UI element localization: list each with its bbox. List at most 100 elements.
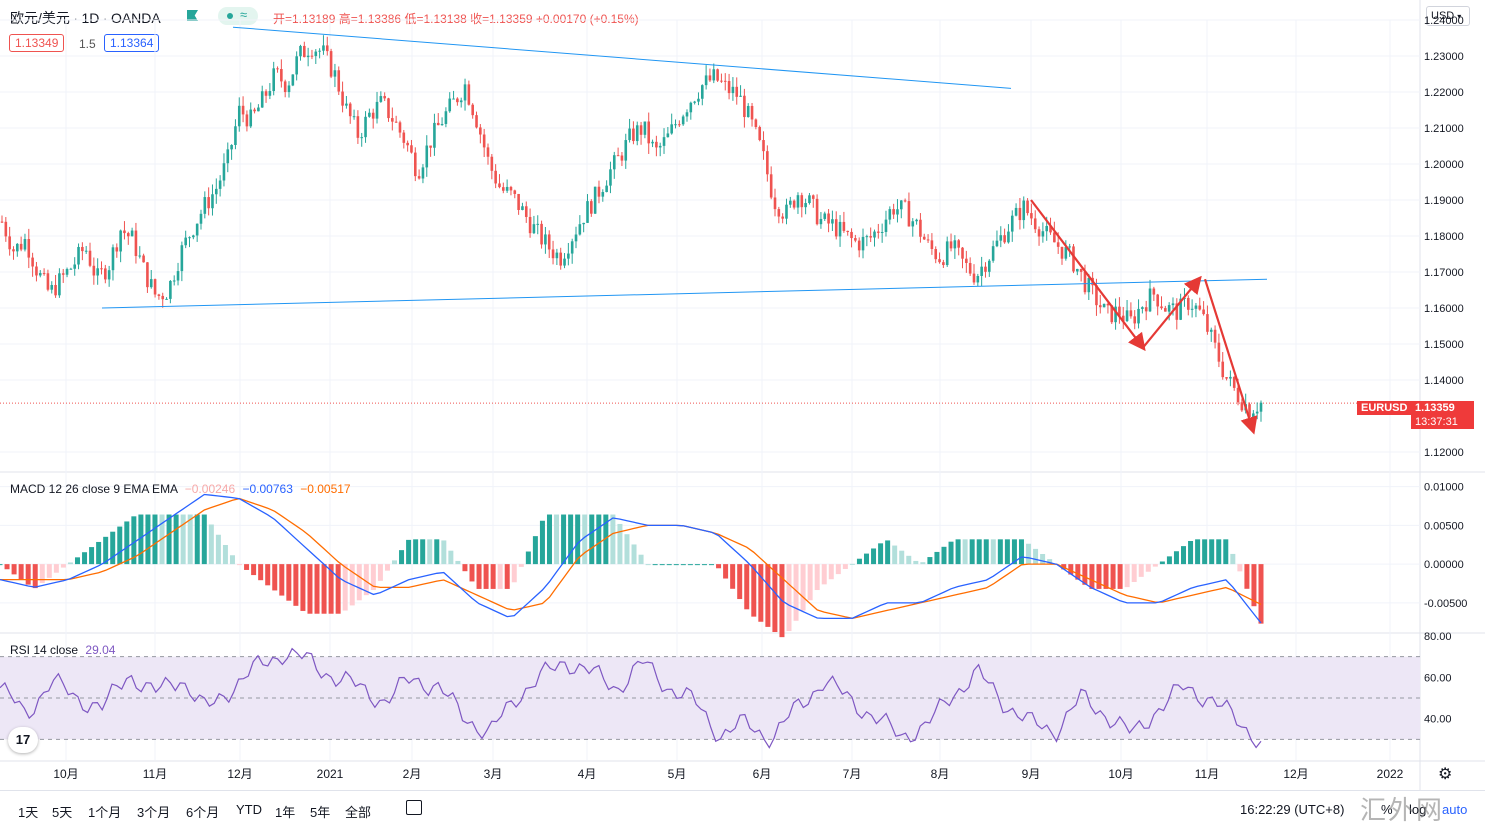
candle (264, 91, 268, 96)
macd-title[interactable]: MACD 12 26 close 9 EMA EMA (10, 482, 178, 496)
price-tick-label: 1.21000 (1424, 123, 1464, 135)
percent-scale-button[interactable]: % (1381, 802, 1393, 817)
currency-label: USD (1431, 10, 1455, 22)
candle (280, 69, 283, 82)
price-tick-label: 1.15000 (1424, 339, 1464, 351)
macd-histogram-bar (518, 564, 524, 567)
tradingview-logo[interactable]: 17 (8, 727, 38, 753)
candle (207, 197, 210, 209)
range-button[interactable]: 6个月 (186, 805, 220, 820)
candle (785, 204, 788, 219)
candle (750, 105, 754, 120)
candle (1060, 246, 1064, 259)
candle (942, 262, 945, 266)
candle (1018, 207, 1022, 221)
candle (727, 81, 731, 94)
candle (586, 201, 589, 223)
candle (838, 221, 842, 237)
auto-scale-button[interactable]: auto (1442, 802, 1468, 817)
time-tick-label: 5月 (668, 767, 687, 781)
macd-tick-label: 0.00000 (1424, 559, 1464, 571)
bid-price[interactable]: 1.13349 (9, 34, 65, 52)
macd-histogram-bar (314, 564, 320, 614)
macd-histogram-bar (82, 552, 88, 565)
calendar-range-icon[interactable] (406, 800, 422, 815)
time-tick-label: 7月 (843, 767, 862, 781)
time-tick-label: 6月 (753, 767, 772, 781)
candle (708, 75, 712, 81)
range-button[interactable]: 3个月 (137, 805, 171, 820)
candle (1045, 225, 1049, 232)
macd-histogram-bar (1110, 564, 1116, 589)
candle (287, 85, 291, 93)
candle (38, 273, 42, 276)
candle (459, 100, 463, 103)
macd-histogram-bar (821, 564, 827, 585)
candle (184, 237, 187, 246)
ask-price[interactable]: 1.13364 (104, 34, 160, 52)
candle (582, 222, 585, 225)
candle (1026, 200, 1029, 214)
candle (111, 247, 115, 271)
range-button[interactable]: 1天 (18, 805, 39, 820)
candle (551, 249, 555, 259)
price-tick-label: 1.20000 (1424, 159, 1464, 171)
macd-histogram-bar (680, 564, 686, 566)
rsi-title[interactable]: RSI 14 close (10, 643, 79, 657)
watermark: 汇外网 (1360, 796, 1445, 826)
currency-selector[interactable]: USD ▾ (1426, 6, 1470, 26)
macd-histogram-bar (377, 564, 383, 581)
candle (1133, 316, 1137, 324)
range-button[interactable]: 5年 (310, 805, 331, 820)
range-button[interactable]: 5天 (52, 805, 73, 820)
timezone-clock[interactable]: 16:22:29 (UTC+8) (1240, 802, 1345, 817)
rsi-tick-label: 40.00 (1424, 714, 1452, 726)
candle (1167, 305, 1171, 312)
macd-histogram-bar (856, 558, 862, 565)
trend-line (101, 278, 1268, 309)
candle (658, 145, 662, 148)
candle (306, 55, 310, 58)
candle (241, 105, 245, 115)
gear-icon[interactable]: ⚙ (1438, 766, 1453, 783)
candle (1076, 268, 1079, 272)
candle (1225, 377, 1228, 379)
candle (138, 255, 142, 257)
candle (773, 197, 777, 210)
macd-histogram-bar (4, 564, 10, 570)
macd-histogram-bar (589, 514, 595, 565)
candle (123, 230, 126, 234)
candle (861, 236, 865, 251)
range-button[interactable]: 1个月 (88, 805, 122, 820)
log-scale-button[interactable]: log (1409, 802, 1427, 817)
macd-histogram-bar (279, 564, 285, 596)
macd-histogram-bar (60, 564, 66, 568)
macd-histogram-bar (138, 514, 144, 565)
macd-histogram-bar (215, 534, 221, 565)
range-button[interactable]: 1年 (275, 805, 296, 820)
macd-histogram-bar (941, 546, 947, 565)
candle (310, 55, 314, 57)
price-tick-label: 1.17000 (1424, 267, 1464, 279)
candle (1259, 402, 1263, 412)
macd-histogram-bar (89, 547, 95, 565)
candle (808, 195, 811, 204)
range-button[interactable]: YTD (236, 802, 262, 817)
macd-histogram-bar (53, 564, 59, 573)
candle (605, 185, 608, 193)
candle (46, 273, 50, 290)
macd-histogram-bar (997, 539, 1003, 565)
candle (697, 98, 700, 102)
candle (517, 193, 520, 210)
symbol-name[interactable]: 欧元/美元 (10, 10, 70, 26)
candle (325, 45, 329, 52)
candle (609, 169, 612, 186)
macd-histogram-bar (1181, 546, 1187, 565)
macd-histogram-bar (1188, 540, 1194, 565)
range-button[interactable]: 全部 (345, 805, 372, 820)
interval-label[interactable]: 1D (81, 10, 100, 26)
macd-histogram-bar (370, 564, 376, 591)
macd-histogram-bar (871, 548, 877, 565)
candle (1118, 306, 1121, 316)
